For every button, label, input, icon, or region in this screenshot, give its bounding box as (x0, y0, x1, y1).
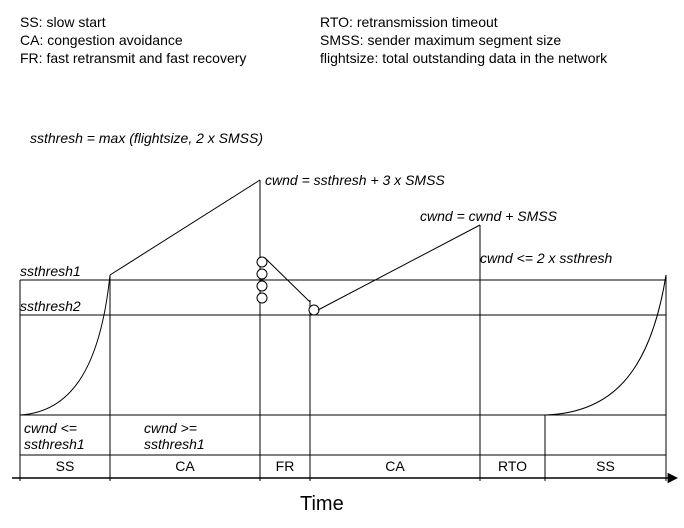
diagram-svg (0, 0, 684, 528)
